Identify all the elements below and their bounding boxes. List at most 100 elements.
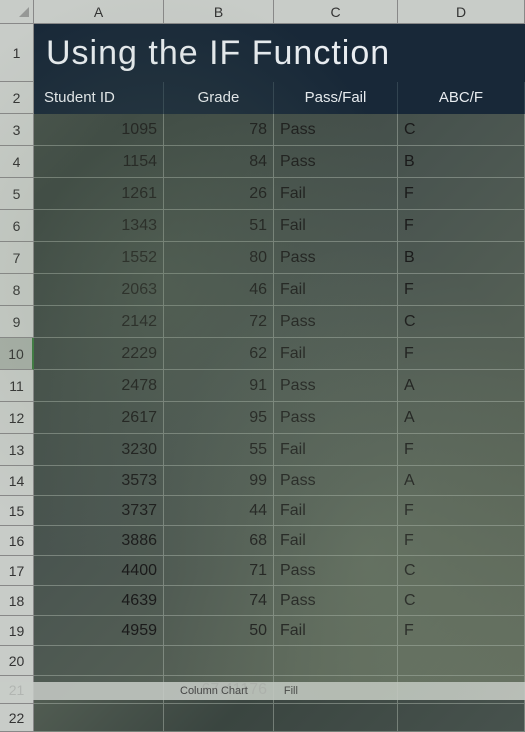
- cell-pass-fail[interactable]: Pass: [274, 586, 398, 616]
- cell-student-id[interactable]: 2229: [34, 338, 164, 370]
- cell-student-id[interactable]: [34, 646, 164, 676]
- row-header-6[interactable]: 6: [0, 210, 34, 242]
- cell-grade[interactable]: 99: [164, 466, 274, 496]
- row-header-5[interactable]: 5: [0, 178, 34, 210]
- col-header-b[interactable]: B: [164, 0, 274, 23]
- cell-grade[interactable]: [164, 646, 274, 676]
- header-grade[interactable]: Grade: [164, 82, 274, 114]
- row-header-3[interactable]: 3: [0, 114, 34, 146]
- status-item-2[interactable]: Fill: [284, 685, 298, 697]
- cell-pass-fail[interactable]: Pass: [274, 370, 398, 402]
- row-header-1[interactable]: 1: [0, 24, 34, 82]
- cell-student-id[interactable]: 1095: [34, 114, 164, 146]
- row-header-11[interactable]: 11: [0, 370, 34, 402]
- cell-grade[interactable]: 46: [164, 274, 274, 306]
- spreadsheet[interactable]: A B C D 1 Using the IF Function 2 Studen…: [0, 0, 525, 700]
- row-header-4[interactable]: 4: [0, 146, 34, 178]
- cell-pass-fail[interactable]: Fail: [274, 338, 398, 370]
- row-header-10[interactable]: 10: [0, 338, 34, 370]
- cell-student-id[interactable]: 3886: [34, 526, 164, 556]
- cell-abcf[interactable]: F: [398, 616, 525, 646]
- cell-abcf[interactable]: F: [398, 496, 525, 526]
- header-student-id[interactable]: Student ID: [34, 82, 164, 114]
- cell-pass-fail[interactable]: Fail: [274, 434, 398, 466]
- cell-pass-fail[interactable]: Pass: [274, 242, 398, 274]
- cell-pass-fail[interactable]: Pass: [274, 402, 398, 434]
- cell-student-id[interactable]: 3573: [34, 466, 164, 496]
- cell-grade[interactable]: 84: [164, 146, 274, 178]
- cell-abcf[interactable]: A: [398, 466, 525, 496]
- cell-student-id[interactable]: 1343: [34, 210, 164, 242]
- cell-student-id[interactable]: 2478: [34, 370, 164, 402]
- cell-abcf[interactable]: B: [398, 242, 525, 274]
- cell-abcf[interactable]: F: [398, 210, 525, 242]
- cell-abcf[interactable]: C: [398, 114, 525, 146]
- row-header-19[interactable]: 19: [0, 616, 34, 646]
- cell-grade[interactable]: 78: [164, 114, 274, 146]
- cell-abcf[interactable]: B: [398, 146, 525, 178]
- cell-grade[interactable]: [164, 704, 274, 732]
- header-abcf[interactable]: ABC/F: [398, 82, 525, 114]
- cell-pass-fail[interactable]: Fail: [274, 274, 398, 306]
- cell-pass-fail[interactable]: Fail: [274, 210, 398, 242]
- cell-pass-fail[interactable]: Pass: [274, 556, 398, 586]
- cell-pass-fail[interactable]: Pass: [274, 146, 398, 178]
- cell-grade[interactable]: 51: [164, 210, 274, 242]
- cell-pass-fail[interactable]: [274, 704, 398, 732]
- cell-student-id[interactable]: 2063: [34, 274, 164, 306]
- row-header-12[interactable]: 12: [0, 402, 34, 434]
- cell-grade[interactable]: 55: [164, 434, 274, 466]
- row-header-13[interactable]: 13: [0, 434, 34, 466]
- col-header-a[interactable]: A: [34, 0, 164, 23]
- cell-student-id[interactable]: 2142: [34, 306, 164, 338]
- row-header-2[interactable]: 2: [0, 82, 34, 114]
- cell-abcf[interactable]: C: [398, 556, 525, 586]
- row-header-16[interactable]: 16: [0, 526, 34, 556]
- header-pass-fail[interactable]: Pass/Fail: [274, 82, 398, 114]
- cell-student-id[interactable]: 4400: [34, 556, 164, 586]
- row-header-15[interactable]: 15: [0, 496, 34, 526]
- title-cell[interactable]: Using the IF Function: [34, 24, 525, 82]
- grid-body[interactable]: 1 Using the IF Function 2 Student ID Gra…: [0, 24, 525, 732]
- cell-grade[interactable]: 26: [164, 178, 274, 210]
- cell-pass-fail[interactable]: Pass: [274, 114, 398, 146]
- cell-grade[interactable]: 80: [164, 242, 274, 274]
- cell-abcf[interactable]: [398, 704, 525, 732]
- cell-grade[interactable]: 91: [164, 370, 274, 402]
- cell-pass-fail[interactable]: [274, 646, 398, 676]
- row-header-20[interactable]: 20: [0, 646, 34, 676]
- cell-grade[interactable]: 44: [164, 496, 274, 526]
- cell-student-id[interactable]: 4959: [34, 616, 164, 646]
- row-header-8[interactable]: 8: [0, 274, 34, 306]
- cell-student-id[interactable]: [34, 704, 164, 732]
- select-all-corner[interactable]: [0, 0, 34, 23]
- cell-student-id[interactable]: 1552: [34, 242, 164, 274]
- row-header-17[interactable]: 17: [0, 556, 34, 586]
- cell-student-id[interactable]: 1154: [34, 146, 164, 178]
- cell-grade[interactable]: 71: [164, 556, 274, 586]
- cell-student-id[interactable]: 3737: [34, 496, 164, 526]
- col-header-c[interactable]: C: [274, 0, 398, 23]
- cell-pass-fail[interactable]: Fail: [274, 616, 398, 646]
- cell-grade[interactable]: 68: [164, 526, 274, 556]
- cell-student-id[interactable]: 4639: [34, 586, 164, 616]
- cell-abcf[interactable]: [398, 646, 525, 676]
- cell-student-id[interactable]: 1261: [34, 178, 164, 210]
- row-header-22[interactable]: 22: [0, 704, 34, 732]
- row-header-18[interactable]: 18: [0, 586, 34, 616]
- row-header-14[interactable]: 14: [0, 466, 34, 496]
- cell-pass-fail[interactable]: Fail: [274, 526, 398, 556]
- cell-grade[interactable]: 50: [164, 616, 274, 646]
- cell-abcf[interactable]: C: [398, 306, 525, 338]
- cell-pass-fail[interactable]: Fail: [274, 178, 398, 210]
- row-header-7[interactable]: 7: [0, 242, 34, 274]
- cell-grade[interactable]: 74: [164, 586, 274, 616]
- cell-pass-fail[interactable]: Fail: [274, 496, 398, 526]
- cell-abcf[interactable]: F: [398, 526, 525, 556]
- cell-grade[interactable]: 72: [164, 306, 274, 338]
- col-header-d[interactable]: D: [398, 0, 525, 23]
- cell-abcf[interactable]: F: [398, 338, 525, 370]
- cell-pass-fail[interactable]: Pass: [274, 466, 398, 496]
- cell-pass-fail[interactable]: Pass: [274, 306, 398, 338]
- cell-abcf[interactable]: C: [398, 586, 525, 616]
